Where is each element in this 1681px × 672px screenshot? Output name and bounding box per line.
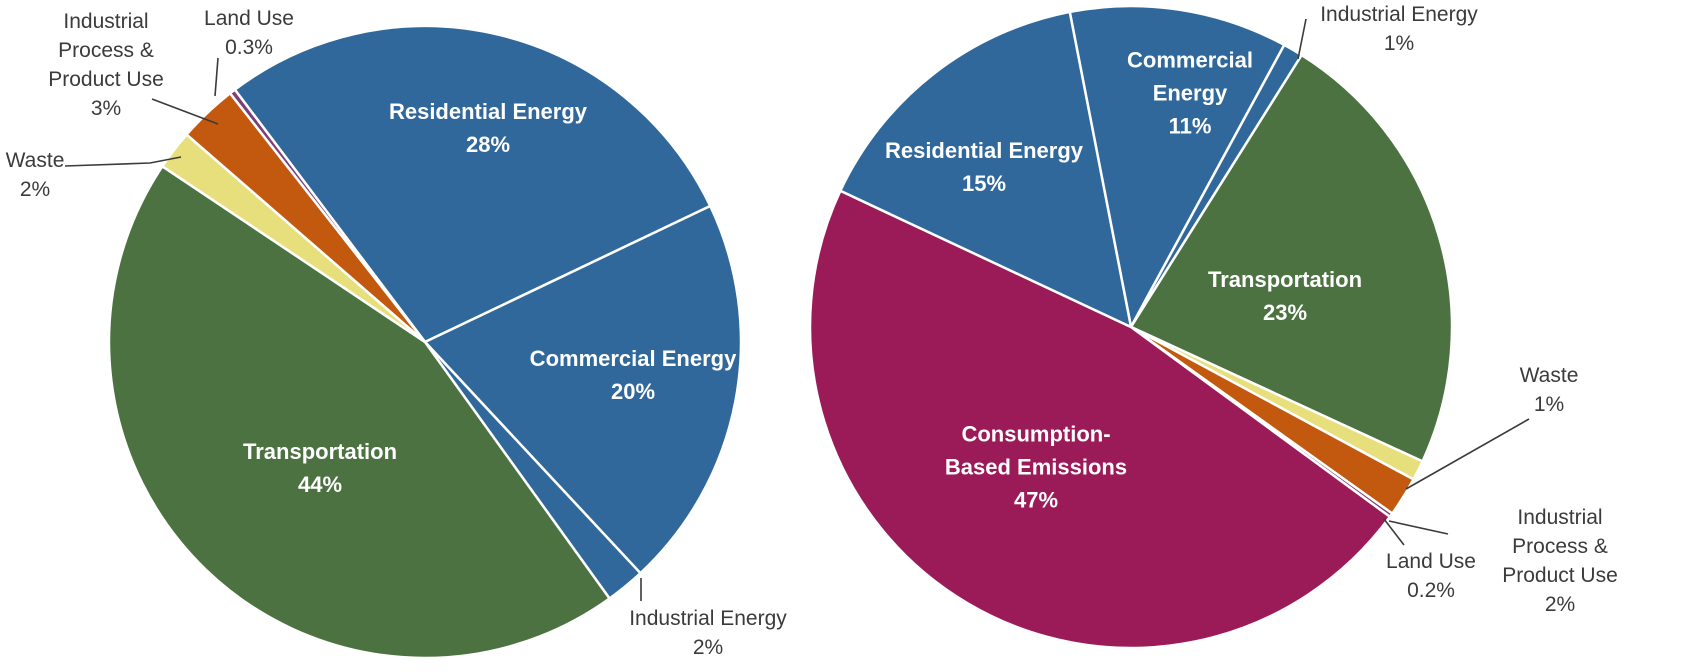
pie-slice-consumption-based-emissions: [808, 189, 1392, 650]
leader-line-6: [1388, 520, 1449, 535]
pie-slice-residential-energy: [233, 24, 712, 344]
pie-slice-residential-energy: [839, 10, 1133, 329]
right-pie: [808, 4, 1454, 650]
leader-line-5: [1405, 418, 1530, 490]
pie-slice-commercial-energy: [423, 204, 743, 575]
leader-line-7: [1383, 518, 1405, 546]
pie-slice-land-use: [228, 88, 427, 344]
leader-line-1: [64, 156, 182, 167]
pie-slice-transportation: [107, 165, 611, 660]
leader-line-2: [151, 98, 219, 125]
pie-slice-transportation: [1129, 53, 1454, 463]
pie-slice-commercial-energy: [1068, 4, 1286, 329]
leader-line-3: [214, 57, 219, 97]
leader-line-4: [1297, 18, 1307, 60]
left-pie: [107, 24, 743, 660]
